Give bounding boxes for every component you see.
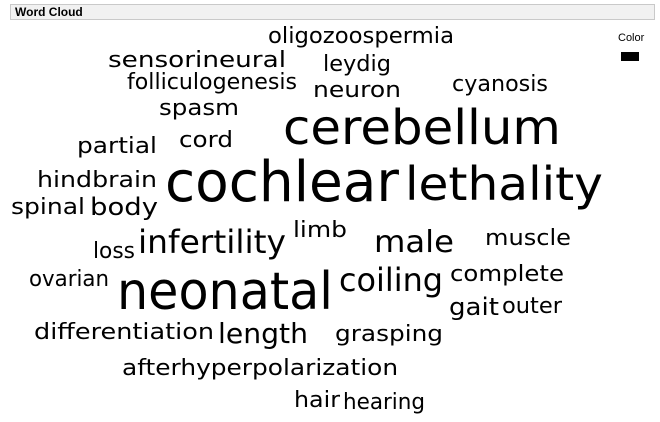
cloud-word: complete	[450, 262, 564, 287]
cloud-word: oligozoospermia	[268, 24, 455, 49]
cloud-word: grasping	[335, 322, 444, 347]
cloud-word: spasm	[159, 96, 239, 121]
cloud-word: folliculogenesis	[127, 70, 298, 95]
cloud-word: outer	[502, 294, 563, 319]
cloud-word: hair	[294, 388, 341, 413]
cloud-word: cord	[179, 128, 234, 153]
cloud-word: cerebellum	[283, 100, 561, 156]
cloud-word: coiling	[339, 261, 444, 299]
cloud-word: ovarian	[29, 267, 109, 292]
legend-color-swatch	[621, 52, 639, 61]
cloud-word: sensorineural	[108, 48, 287, 73]
cloud-word: afterhyperpolarization	[122, 356, 399, 381]
cloud-word: spinal	[11, 195, 85, 220]
cloud-word: limb	[293, 218, 348, 243]
cloud-word: neonatal	[117, 262, 333, 322]
cloud-word: loss	[93, 239, 135, 264]
cloud-word: partial	[77, 134, 157, 159]
cloud-word: neuron	[313, 78, 401, 103]
cloud-word: cochlear	[165, 150, 399, 215]
cloud-word: hearing	[343, 390, 426, 415]
cloud-word: cyanosis	[452, 72, 548, 97]
cloud-word: length	[218, 317, 308, 350]
cloud-word: male	[374, 225, 454, 260]
cloud-word: hindbrain	[37, 168, 157, 193]
cloud-word: body	[90, 193, 159, 221]
legend-label: Color	[618, 32, 645, 44]
cloud-word: gait	[449, 293, 499, 321]
cloud-word: muscle	[485, 226, 571, 251]
window-title-bar: Word Cloud	[10, 4, 655, 20]
window-title: Word Cloud	[15, 5, 83, 19]
cloud-word: infertility	[138, 223, 287, 261]
cloud-word: lethality	[405, 157, 603, 211]
cloud-word: leydig	[323, 52, 391, 77]
cloud-word: differentiation	[34, 320, 214, 345]
